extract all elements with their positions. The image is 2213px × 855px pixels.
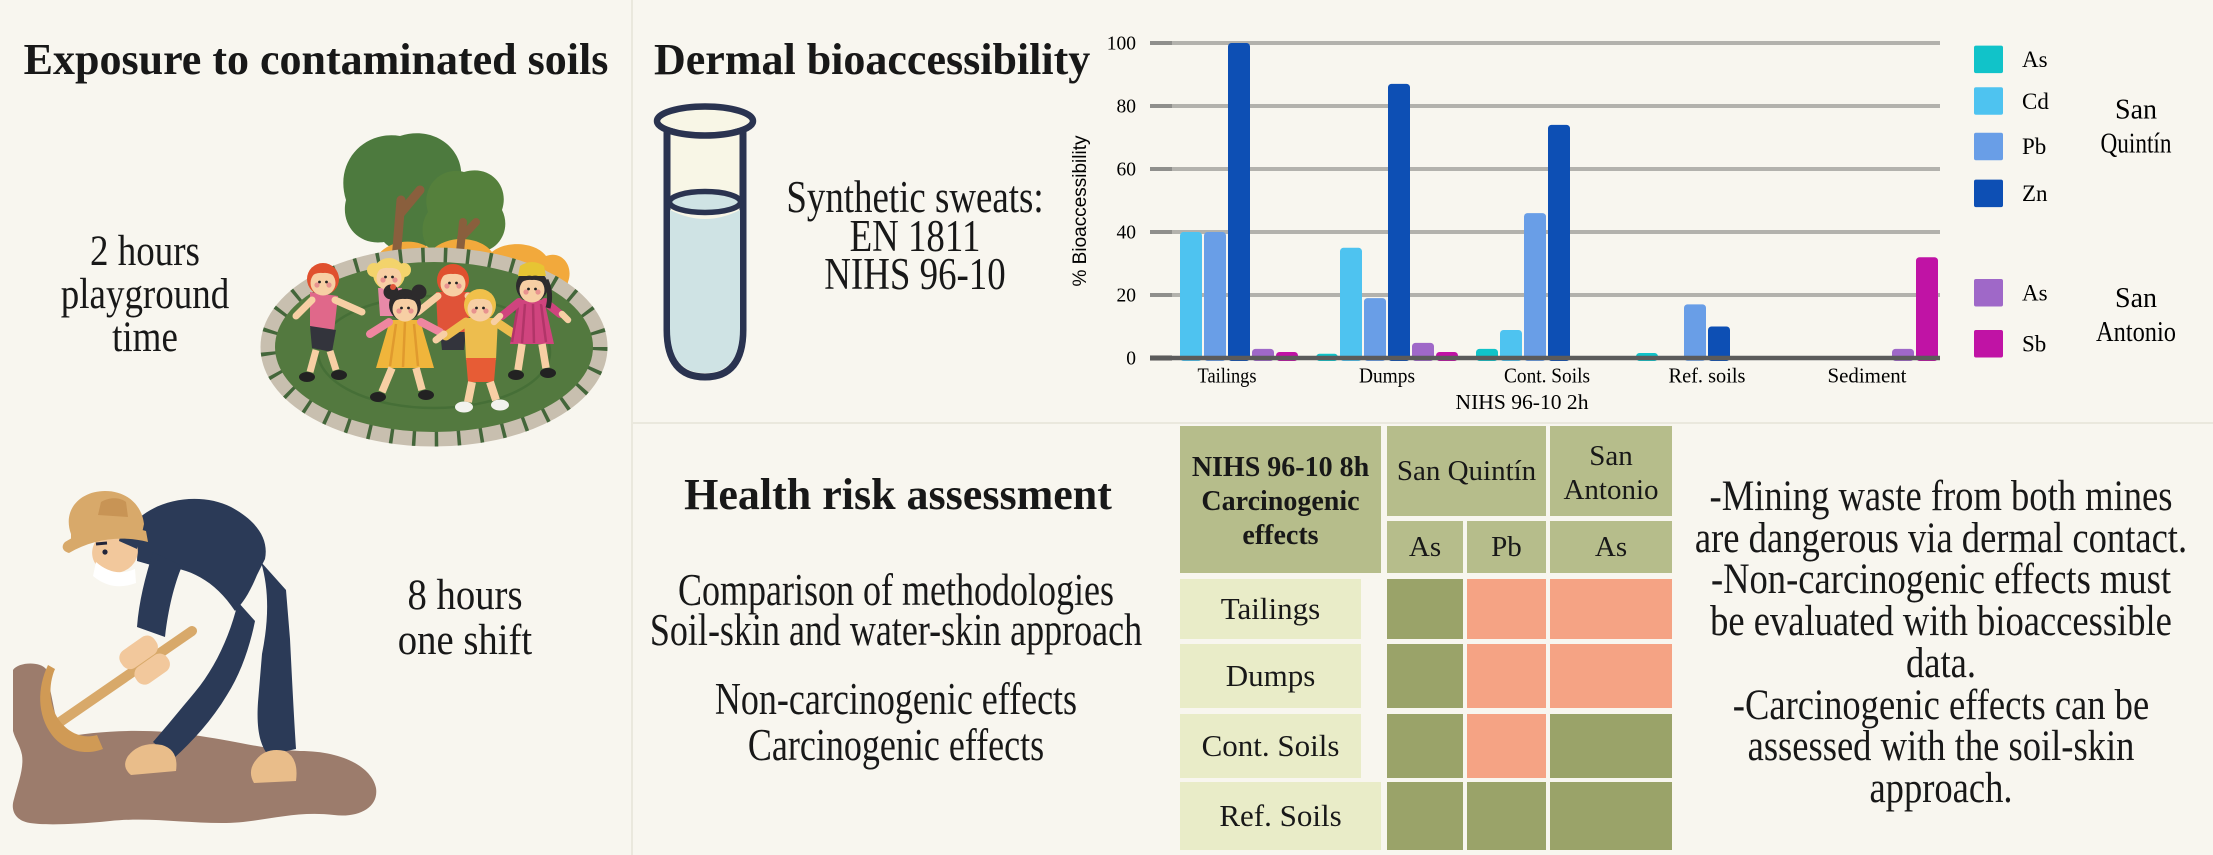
svg-text:Sediment: Sediment <box>1828 364 1907 388</box>
svg-text:Quintín: Quintín <box>2101 129 2172 160</box>
svg-text:Ref. soils: Ref. soils <box>1669 364 1746 388</box>
svg-text:As: As <box>2022 281 2048 306</box>
svg-text:% Bioaccessibility: % Bioaccessibility <box>1070 135 1091 286</box>
svg-text:NIHS 96-10 2h: NIHS 96-10 2h <box>1456 390 1589 414</box>
svg-text:Dumps: Dumps <box>1359 364 1415 388</box>
svg-text:San: San <box>2115 95 2157 126</box>
svg-text:Tailings: Tailings <box>1198 364 1257 388</box>
svg-text:60: 60 <box>1117 160 1137 181</box>
svg-text:40: 40 <box>1117 223 1137 244</box>
svg-text:0: 0 <box>1126 349 1136 370</box>
svg-text:Sb: Sb <box>2022 332 2046 357</box>
svg-text:100: 100 <box>1107 34 1136 55</box>
svg-text:Pb: Pb <box>2022 134 2046 159</box>
svg-text:Antonio: Antonio <box>2096 317 2176 348</box>
svg-text:Cont. Soils: Cont. Soils <box>1504 364 1590 388</box>
svg-text:Cd: Cd <box>2022 89 2049 114</box>
svg-text:As: As <box>2022 47 2048 72</box>
svg-text:80: 80 <box>1117 97 1137 118</box>
svg-text:20: 20 <box>1117 286 1137 307</box>
svg-text:San: San <box>2115 283 2157 314</box>
svg-text:Zn: Zn <box>2022 181 2048 206</box>
